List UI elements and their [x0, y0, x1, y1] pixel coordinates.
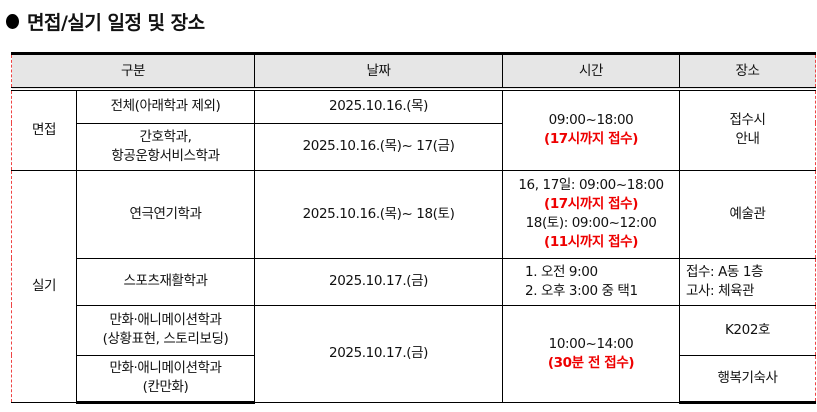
dept-cell: 전체(아래학과 제외): [75, 88, 256, 124]
section-title-text: 면접/실기 일정 및 장소: [27, 12, 205, 34]
schedule-table: 구분 날짜 시간 장소 면접 전체(아래학과 제외) 2025.10.16.(목…: [10, 52, 817, 404]
place-text: 접수시: [729, 112, 766, 129]
date-cell: 2025.10.16.(목): [254, 88, 504, 124]
place-text: 안내: [735, 131, 760, 148]
place-text: 고사: 체육관: [686, 282, 755, 299]
header-time: 시간: [502, 52, 681, 91]
place-cell: 예술관: [679, 169, 817, 259]
time-cell: 09:00~18:00 (17시까지 접수): [502, 88, 681, 171]
header-category: 구분: [10, 52, 256, 91]
dept-text: 항공운항서비스학과: [111, 147, 220, 164]
date-cell: 2025.10.17.(금): [254, 304, 504, 403]
dept-text: 만화·애니메이션학과: [109, 360, 222, 376]
dept-text: 만화·애니메이션학과: [109, 312, 222, 328]
dept-cell: 만화·애니메이션학과 (상황표현, 스토리보딩): [75, 304, 256, 356]
dept-cell: 연극연기학과: [75, 169, 256, 259]
interview-label: 면접: [11, 88, 77, 171]
dept-cell: 만화·애니메이션학과 (칸만화): [75, 354, 256, 404]
time-text: 09:00~18:00: [548, 112, 634, 129]
table-row: 스포츠재활학과 2025.10.17.(금) 1. 오전 9:00 2. 오후 …: [12, 257, 817, 306]
time-text: 18(토): 09:00~12:00: [525, 215, 657, 231]
time-text: 1. 오전 9:00: [525, 263, 598, 280]
table-row: 만화·애니메이션학과 (상황표현, 스토리보딩) 2025.10.17.(금) …: [12, 304, 817, 403]
time-note: (17시까지 접수): [544, 131, 638, 148]
table-row: 간호학과, 항공운항서비스학과 2025.10.16.(목)~ 17(금): [12, 122, 816, 171]
place-text: 접수: A동 1층: [686, 263, 764, 280]
place-cell: 접수시 안내: [679, 88, 817, 171]
place-cell: 접수: A동 1층 고사: 체육관: [679, 257, 817, 306]
header-date: 날짜: [254, 52, 504, 91]
time-cell: 1. 오전 9:00 2. 오후 3:00 중 택1: [502, 257, 681, 306]
table-row: 만화·애니메이션학과 (칸만화) 행복기숙사: [12, 354, 817, 404]
date-cell: 2025.10.16.(목)~ 17(금): [254, 122, 504, 171]
time-cell: 10:00~14:00 (30분 전 접수): [502, 304, 681, 403]
time-text: 2. 오후 3:00 중 택1: [525, 282, 638, 299]
date-cell: 2025.10.17.(금): [254, 257, 504, 306]
time-text: 10:00~14:00: [548, 335, 634, 352]
date-cell: 2025.10.16.(목)~ 18(토): [254, 169, 504, 259]
time-note: (11시까지 접수): [544, 234, 638, 250]
dept-text: (칸만화): [142, 379, 189, 395]
dept-cell: 간호학과, 항공운항서비스학과: [75, 122, 256, 171]
section-title: 면접/실기 일정 및 장소: [6, 8, 205, 35]
dept-cell: 스포츠재활학과: [75, 257, 256, 306]
dept-text: 간호학과,: [139, 128, 192, 145]
header-place: 장소: [679, 52, 817, 91]
practical-label: 실기: [11, 169, 77, 403]
time-cell: 16, 17일: 09:00~18:00 (17시까지 접수) 18(토): 0…: [502, 169, 681, 259]
table-row: 면접 전체(아래학과 제외) 2025.10.16.(목) 09:00~18:0…: [11, 88, 817, 171]
time-note: (17시까지 접수): [544, 196, 638, 212]
table-row: 실기 연극연기학과 2025.10.16.(목)~ 18(토) 16, 17일:…: [11, 169, 817, 403]
place-cell: 행복기숙사: [679, 354, 817, 404]
dept-text: (상황표현, 스토리보딩): [102, 331, 229, 347]
place-cell: K202호: [679, 304, 817, 356]
header-row: 구분 날짜 시간 장소: [10, 52, 817, 91]
time-note: (30분 전 접수): [547, 354, 635, 371]
bullet-icon: [6, 14, 19, 29]
time-text: 16, 17일: 09:00~18:00: [518, 177, 664, 193]
